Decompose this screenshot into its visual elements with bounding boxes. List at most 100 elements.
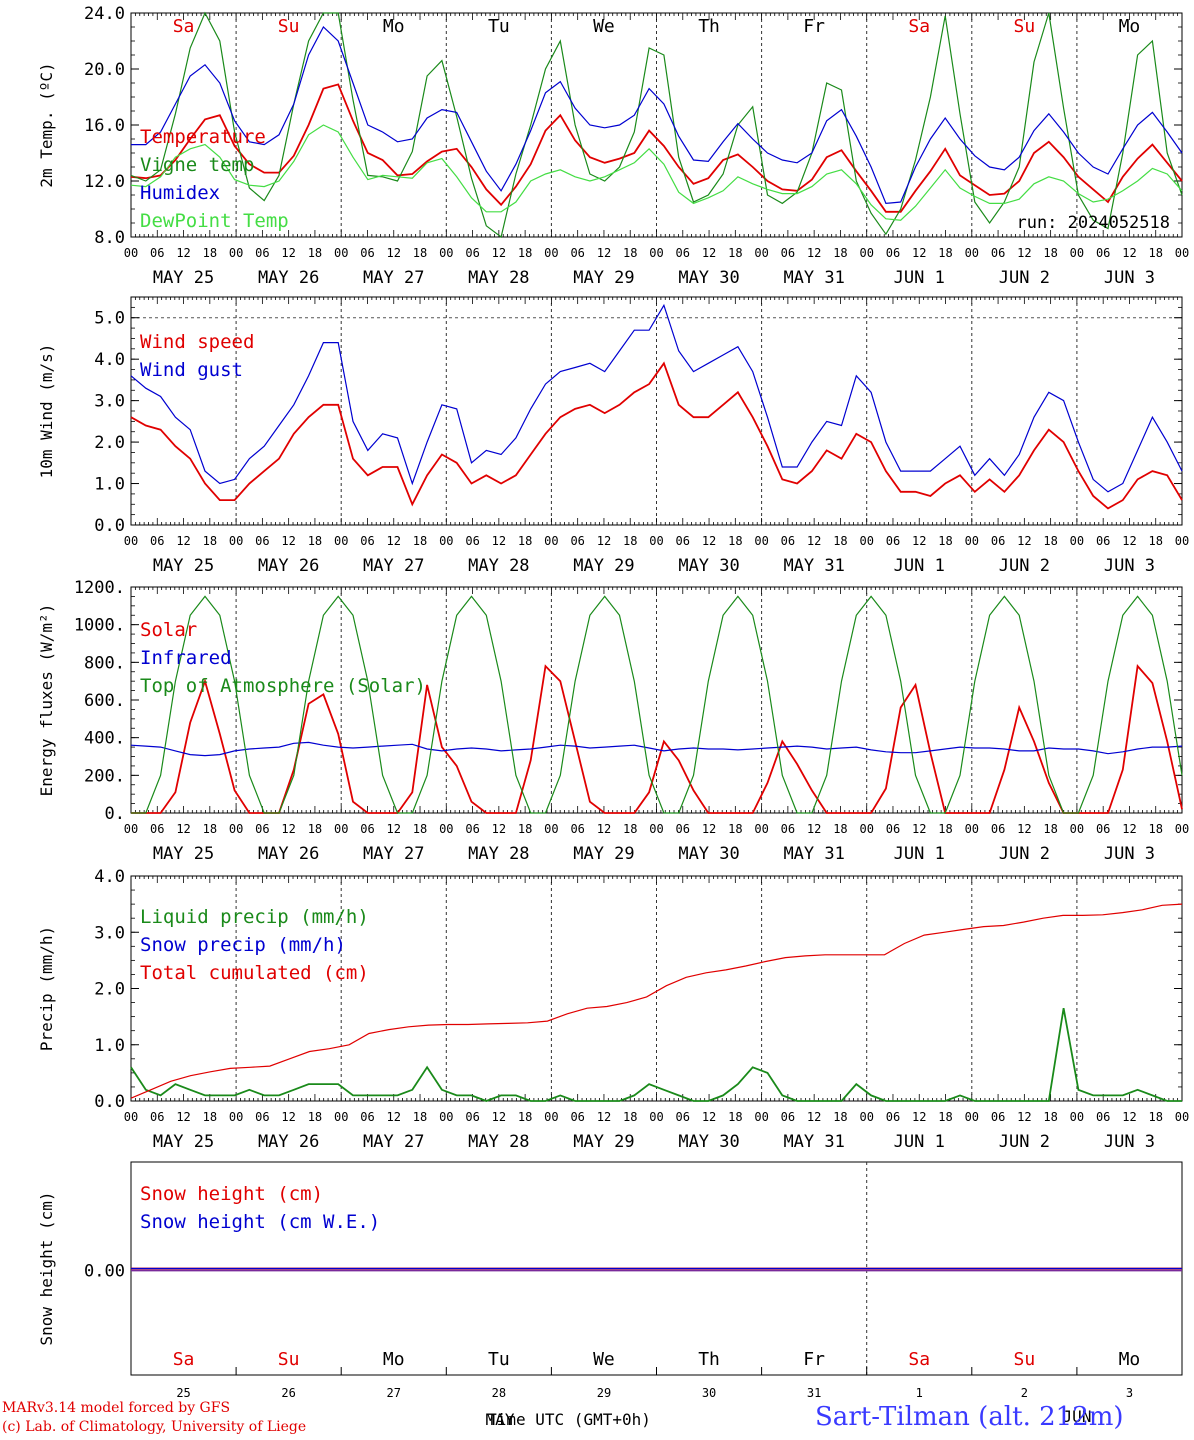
y-tick-label: 0.0 [94,516,125,536]
hour-tick-label: 06 [255,534,269,548]
day-of-week-label: Sa [173,1349,195,1370]
hour-tick-label: 00 [334,246,348,260]
station-name: Sart-Tilman (alt. 212m) [815,1402,1124,1432]
hour-tick-label: 00 [649,822,663,836]
hour-tick-label: 06 [255,1110,269,1124]
date-label: JUN 3 [1104,556,1155,576]
date-label: MAY 31 [783,1132,844,1152]
date-label: JUN 3 [1104,844,1155,864]
date-label: JUN 2 [999,556,1050,576]
series-line-temperature [130,83,1183,213]
day-number-label: 31 [807,1386,821,1400]
hour-tick-label: 06 [781,822,795,836]
date-label: MAY 26 [258,556,319,576]
date-label: MAY 29 [573,844,634,864]
day-number-label: 29 [597,1386,611,1400]
day-of-week-label: Sa [908,1349,930,1370]
date-label: MAY 31 [783,844,844,864]
hour-tick-label: 06 [676,534,690,548]
date-label: JUN 3 [1104,1132,1155,1152]
hour-tick-label: 18 [308,822,322,836]
hour-tick-label: 00 [439,246,453,260]
hour-tick-label: 06 [886,246,900,260]
hour-tick-label: 00 [334,534,348,548]
y-axis-label: Precip (mm/h) [37,926,56,1051]
hour-tick-label: 06 [360,246,374,260]
hour-tick-label: 00 [124,1110,138,1124]
hour-tick-label: 12 [387,246,401,260]
series-line-top-of-atmosphere-solar- [131,595,1183,814]
legend-entry: Snow height (cm W.E.) [140,1211,380,1233]
y-axis-label: 10m Wind (m/s) [37,344,56,479]
legend-entry: Solar [140,619,197,641]
hour-tick-label: 12 [807,534,821,548]
hour-tick-label: 00 [229,246,243,260]
hour-tick-label: 00 [649,1110,663,1124]
hour-tick-label: 18 [1148,246,1162,260]
date-label: MAY 25 [153,556,214,576]
day-number-label: 30 [702,1386,716,1400]
hour-tick-label: 18 [413,1110,427,1124]
series-line-infrared [130,741,1183,757]
hour-tick-label: 00 [1175,534,1189,548]
hour-tick-label: 00 [439,822,453,836]
hour-tick-label: 00 [965,534,979,548]
date-label: MAY 27 [363,844,424,864]
hour-tick-label: 18 [518,534,532,548]
legend-entry: Total cumulated (cm) [140,962,369,984]
hour-tick-label: 00 [649,246,663,260]
hour-tick-label: 00 [334,1110,348,1124]
panel-3: 0. 200. 400. 600. 800. 1000. 1200. Energy fluxe… [37,578,1189,864]
legend-entry: Wind gust [140,359,243,381]
date-label: MAY 26 [258,844,319,864]
hour-tick-label: 06 [465,534,479,548]
day-of-week-label: Su [1014,1349,1036,1370]
hour-tick-label: 12 [1122,246,1136,260]
hour-tick-label: 12 [387,1110,401,1124]
day-number-label: 28 [492,1386,506,1400]
hour-tick-label: 18 [1148,822,1162,836]
hour-tick-label: 00 [965,1110,979,1124]
hour-tick-label: 00 [544,246,558,260]
hour-tick-label: 00 [544,534,558,548]
hour-tick-label: 18 [413,534,427,548]
hour-tick-label: 12 [597,1110,611,1124]
date-label: MAY 28 [468,1132,529,1152]
hour-tick-label: 12 [176,534,190,548]
date-label: MAY 31 [783,268,844,288]
date-label: MAY 26 [258,268,319,288]
hour-tick-label: 06 [150,534,164,548]
hour-tick-label: 12 [702,1110,716,1124]
hour-tick-label: 18 [203,822,217,836]
hour-tick-label: 18 [623,246,637,260]
date-label: MAY 26 [258,1132,319,1152]
hour-tick-label: 06 [570,534,584,548]
hour-tick-label: 00 [1175,822,1189,836]
date-label: JUN 1 [894,556,945,576]
hour-tick-label: 06 [781,534,795,548]
panel-4: 0.0 1.0 2.0 3.0 4.0 Precip (mm/h) Liquid preci… [37,867,1189,1152]
hour-tick-label: 12 [492,534,506,548]
series-line-solar [131,664,1183,814]
hour-tick-label: 06 [991,246,1005,260]
day-number-label: 1 [916,1386,923,1400]
hour-tick-label: 18 [413,246,427,260]
x-axis-label: Time UTC (GMT+0h) [487,1410,651,1429]
hour-tick-label: 12 [912,1110,926,1124]
day-of-week-label: Su [278,1349,300,1370]
y-tick-label: 1.0 [94,475,125,495]
date-label: MAY 29 [573,268,634,288]
hour-tick-label: 00 [1070,534,1084,548]
day-of-week-label: Fr [803,1349,825,1370]
hour-tick-label: 18 [203,534,217,548]
hour-tick-label: 00 [754,822,768,836]
hour-tick-label: 18 [938,822,952,836]
date-label: MAY 28 [468,556,529,576]
legend-entry: Humidex [140,182,220,204]
hour-tick-label: 12 [597,246,611,260]
y-tick-label: 12.0 [84,172,125,192]
day-of-week-label: Fr [803,16,825,37]
hour-tick-label: 06 [676,246,690,260]
date-label: JUN 2 [999,844,1050,864]
hour-tick-label: 12 [912,534,926,548]
